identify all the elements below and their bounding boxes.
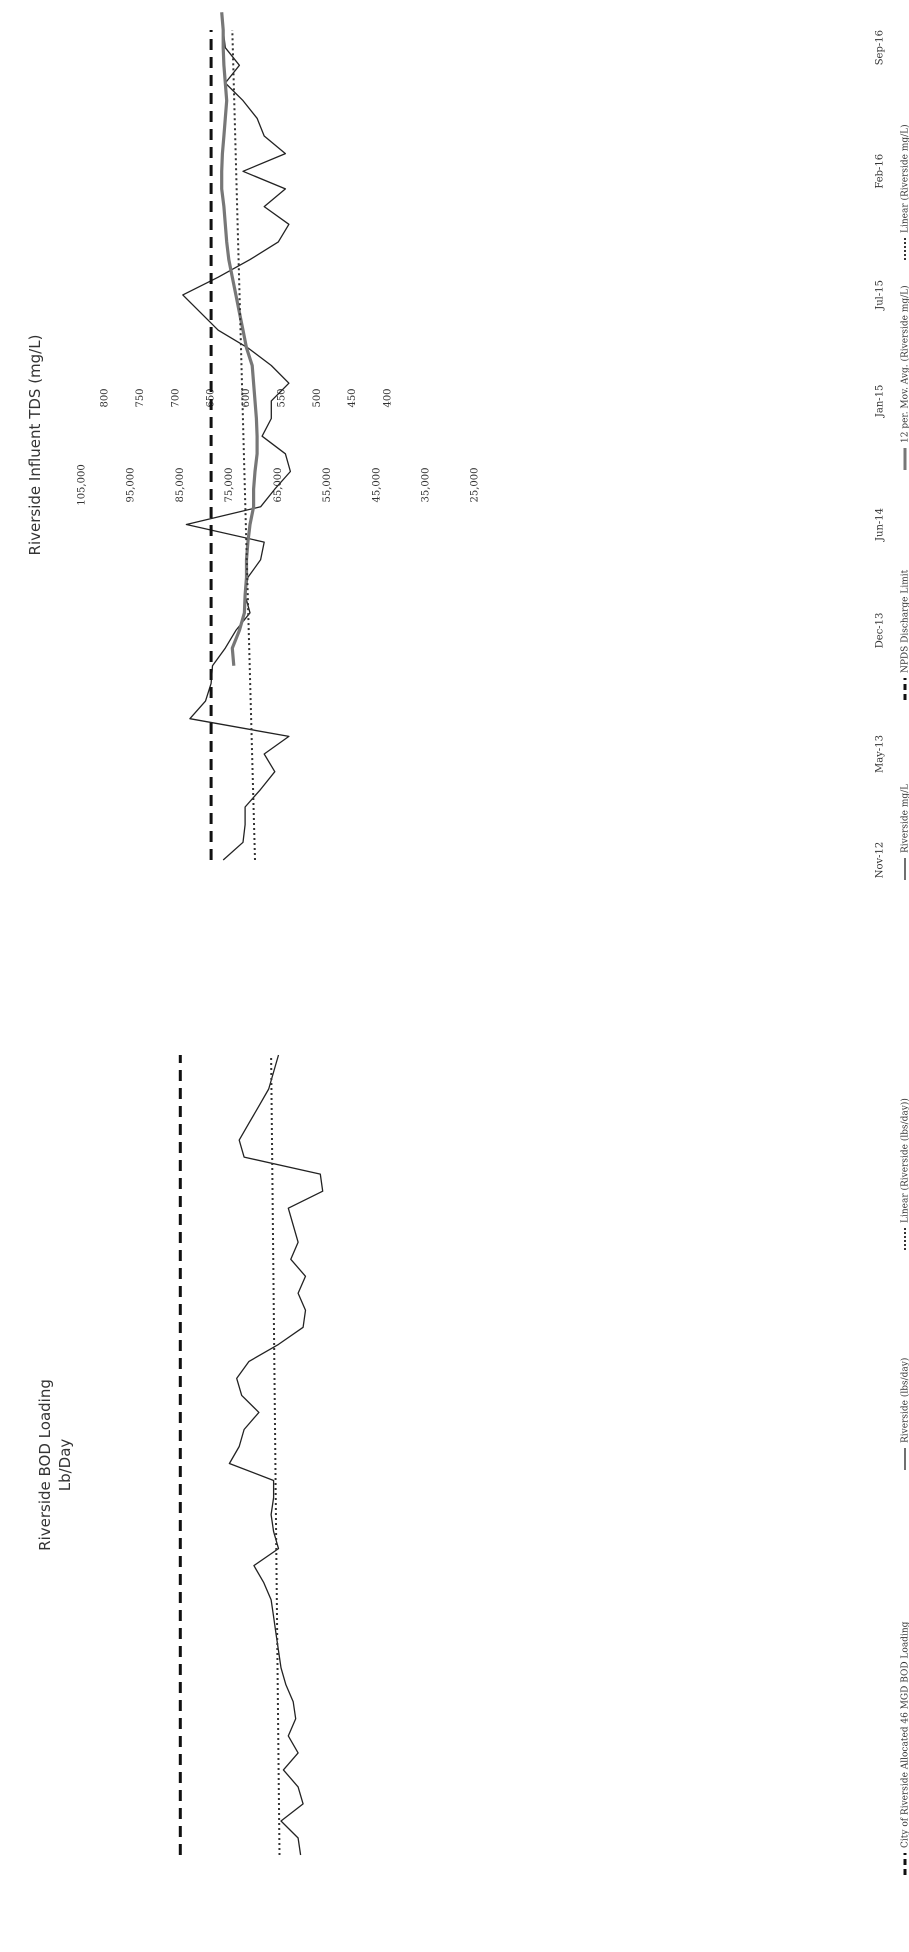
series-line-linear-riverside-lbs-day [271, 1055, 279, 1855]
legend-entry: Linear (Riverside (lbs/day)) [900, 1098, 909, 1250]
x-tick-label: Jan-15 [875, 385, 886, 419]
y-tick-label: 750 [135, 388, 146, 407]
legend-entry: 12 per. Mov. Avg. (Riverside mg/L) [900, 285, 909, 470]
x-tick-label: Nov-12 [875, 842, 886, 879]
y-tick-label: 75,000 [224, 468, 235, 503]
y-tick-label: 35,000 [420, 468, 431, 503]
legend-label: NPDS Discharge Limit [901, 569, 909, 673]
chart-title: Riverside BOD Loading [36, 1379, 54, 1551]
legend-entry: NPDS Discharge Limit [901, 569, 909, 700]
y-tick-label: 25,000 [470, 468, 481, 503]
y-tick-label: 500 [312, 388, 323, 407]
chart-title-group: Riverside Influent TDS (mg/L) [26, 335, 44, 556]
legend-label: City of Riverside Allocated 46 MGD BOD L… [901, 1621, 909, 1848]
legend-label: Riverside (lbs/day) [900, 1358, 909, 1443]
x-tick-label: Feb-16 [875, 154, 886, 189]
y-tick-label: 400 [383, 388, 394, 407]
y-tick-label: 45,000 [371, 468, 382, 503]
x-tick-label: May-13 [875, 735, 886, 773]
y-tick-label: 65,000 [273, 468, 284, 503]
legend-label: Linear (Riverside mg/L) [900, 124, 909, 233]
x-tick-label: Jul-15 [875, 280, 886, 311]
legend-entry: Riverside (lbs/day) [900, 1358, 909, 1470]
series-line-linear-riverside-mg-l [232, 30, 255, 860]
legend-entry: City of Riverside Allocated 46 MGD BOD L… [901, 1621, 909, 1875]
legend-entry: Linear (Riverside mg/L) [900, 124, 909, 260]
x-tick-label: Jun-14 [875, 508, 886, 542]
legend-entry: Riverside mg/L [901, 784, 909, 880]
y-tick-label: 55,000 [322, 468, 333, 503]
y-tick-label: 550 [276, 388, 287, 407]
chart-title: Riverside Influent TDS (mg/L) [26, 335, 44, 556]
y-tick-label: 700 [170, 388, 181, 407]
tds-chart: Riverside Influent TDS (mg/L) 800 750 700 65… [26, 12, 909, 880]
x-tick-label: Sep-16 [875, 30, 886, 65]
chart-subtitle: Lb/Day [56, 1439, 74, 1492]
legend-label: Linear (Riverside (lbs/day)) [900, 1098, 909, 1223]
y-tick-label: 105,000 [77, 464, 88, 505]
y-tick-label: 95,000 [126, 468, 137, 503]
x-tick-label: Dec-13 [875, 613, 886, 649]
y-tick-label: 450 [347, 388, 358, 407]
series-line-12-per-mov-avg-riverside-mg-l [222, 12, 257, 665]
y-tick-label: 800 [100, 388, 111, 407]
legend-label: Riverside mg/L [901, 784, 909, 853]
legend-label: 12 per. Mov. Avg. (Riverside mg/L) [900, 285, 909, 443]
y-tick-label: 85,000 [175, 468, 186, 503]
